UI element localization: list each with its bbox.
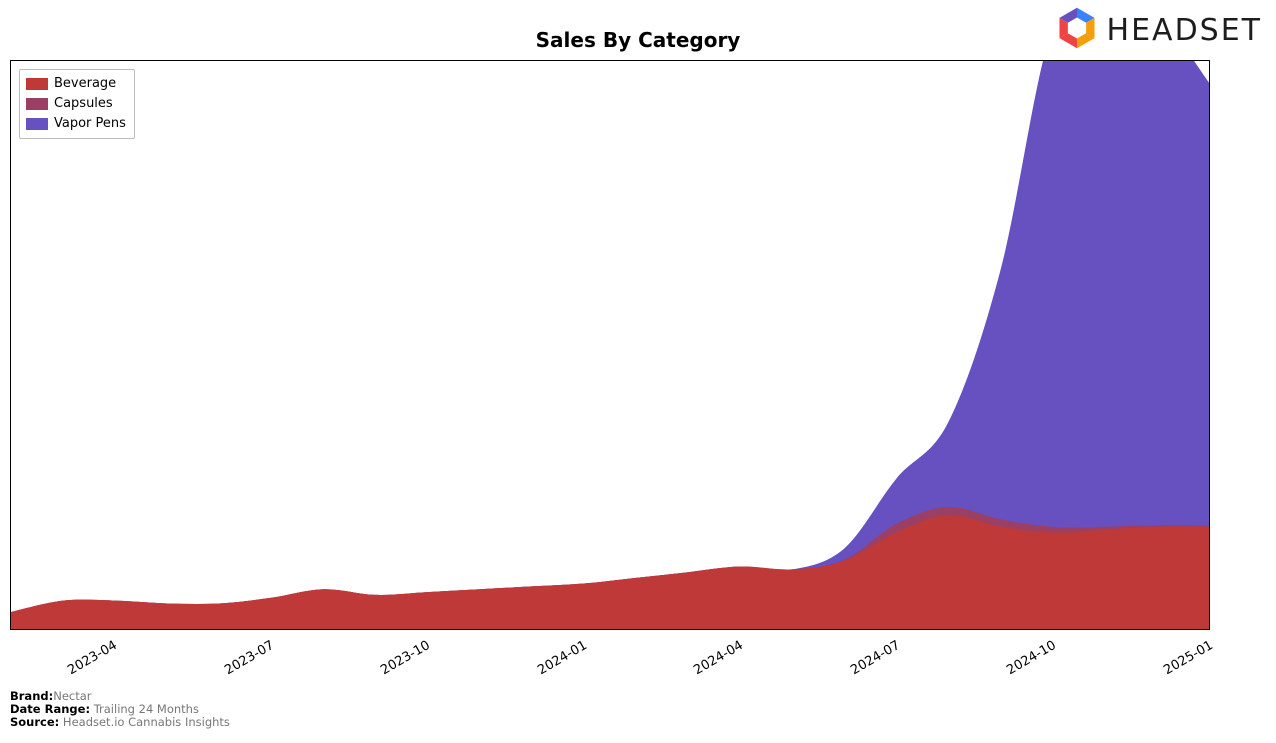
legend-label: Beverage [54,74,116,94]
legend-label: Capsules [54,94,113,114]
meta-source-key: Source: [10,715,59,729]
x-tick-label: 2023-04 [65,638,120,678]
page-root: Sales By Category HEADSET BeverageCapsul… [0,0,1276,743]
legend-swatch [26,78,48,90]
x-tick-label: 2024-04 [691,638,746,678]
x-tick-label: 2024-07 [848,638,903,678]
legend-label: Vapor Pens [54,114,126,134]
meta-range-key: Date Range: [10,702,90,716]
x-tick-label: 2024-01 [535,638,590,678]
x-tick-label: 2025-01 [1161,638,1216,678]
x-tick-label: 2024-10 [1004,638,1059,678]
meta-brand-key: Brand: [10,689,53,703]
meta-range-val: Trailing 24 Months [90,702,199,716]
headset-logo-text: HEADSET [1107,13,1262,48]
legend-item: Capsules [26,94,126,114]
meta-brand-val: Nectar [53,689,91,703]
headset-logo: HEADSET [1055,6,1262,54]
legend-item: Vapor Pens [26,114,126,134]
x-tick-label: 2023-07 [222,638,277,678]
legend-item: Beverage [26,74,126,94]
chart-metadata: Brand:Nectar Date Range: Trailing 24 Mon… [10,690,230,730]
legend-swatch [26,118,48,130]
headset-logo-icon [1055,6,1099,54]
plot-area: BeverageCapsulesVapor Pens [10,60,1210,630]
meta-source: Source: Headset.io Cannabis Insights [10,716,230,729]
x-axis-ticks: 2023-04 2023-07 2023-10 2024-01 2024-04 2024-… [10,630,1210,690]
legend-swatch [26,98,48,110]
area-chart [11,61,1209,629]
x-tick-label: 2023-10 [378,638,433,678]
legend: BeverageCapsulesVapor Pens [19,69,135,139]
meta-source-val: Headset.io Cannabis Insights [59,715,230,729]
area-series [11,515,1209,629]
